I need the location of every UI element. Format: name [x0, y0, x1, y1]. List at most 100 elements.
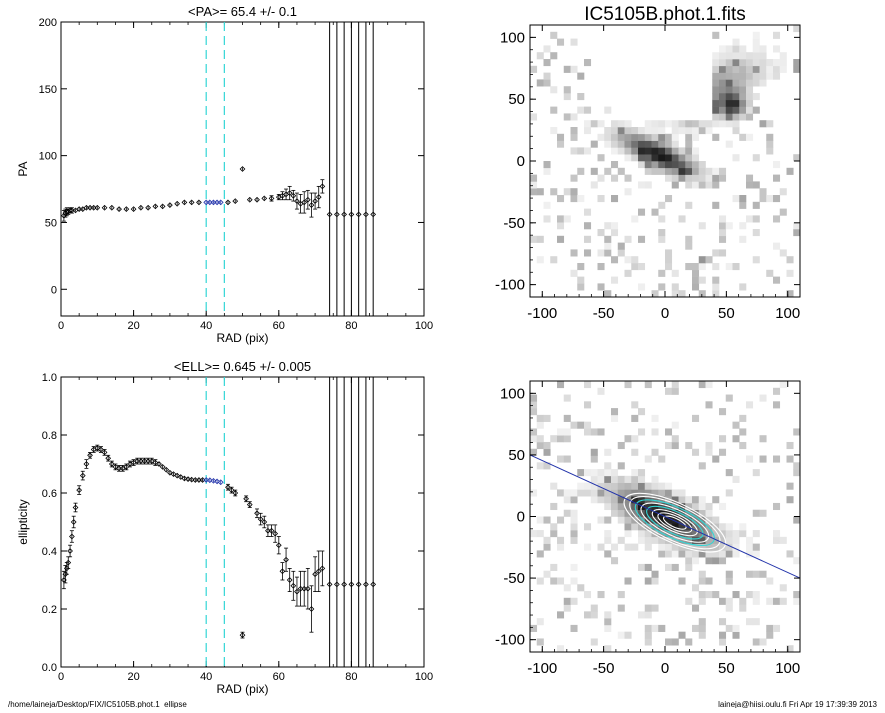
image-raw-pixel: [712, 201, 720, 209]
image-contours-pixel: [725, 489, 733, 497]
image-raw-pixel: [658, 215, 666, 223]
image-contours-pixel: [678, 523, 686, 531]
image-raw-pixel: [658, 201, 666, 209]
image-contours-pixel: [712, 591, 720, 599]
ell-point: [261, 519, 268, 525]
image-raw-pixel: [719, 229, 727, 237]
pa-xtick-label: 20: [127, 320, 139, 332]
image-raw-pixel: [752, 181, 760, 189]
image-contours-pixel: [705, 523, 713, 531]
image-contours-pixel: [597, 591, 605, 599]
image-contours-pixel: [638, 536, 646, 544]
image-raw-pixel: [725, 65, 733, 73]
image-contours-pixel: [692, 557, 700, 565]
image-raw-pixel: [739, 72, 747, 80]
image-raw-pixel: [766, 140, 774, 148]
image-contours-pixel: [671, 421, 679, 429]
image-raw-xtick-label: -100: [527, 305, 557, 322]
image-contours-pixel: [719, 618, 727, 626]
image-raw-pixel: [671, 127, 679, 135]
image-contours-pixel: [752, 591, 760, 599]
image-contours-pixel: [746, 401, 754, 409]
image-raw-pixel: [678, 167, 686, 175]
image-raw-pixel: [739, 201, 747, 209]
image-contours-pixel: [752, 530, 760, 538]
ell-point: [156, 461, 162, 467]
pa-point: [326, 211, 333, 218]
image-contours-pixel: [671, 550, 679, 558]
image-raw-pixel: [638, 140, 646, 148]
ell-point: [185, 476, 191, 482]
image-contours-pixel: [644, 530, 652, 538]
image-raw-pixel: [658, 140, 666, 148]
pa-ylabel: PA: [16, 161, 30, 176]
image-raw-pixel: [631, 133, 639, 141]
image-raw-pixel: [570, 133, 578, 141]
image-raw-pixel: [752, 52, 760, 60]
image-raw-pixel: [719, 120, 727, 128]
image-raw-pixel: [658, 154, 666, 162]
image-raw-pixel: [624, 120, 632, 128]
image-raw-pixel: [530, 174, 538, 182]
image-raw-pixel: [766, 72, 774, 80]
image-contours-pixel: [658, 455, 666, 463]
ell-point: [225, 484, 231, 491]
image-contours-pixel: [725, 469, 733, 477]
image-contours-pixel: [665, 428, 673, 436]
pa-point: [94, 204, 101, 211]
image-contours-pixel: [773, 387, 781, 395]
image-contours-pixel: [712, 557, 720, 565]
image-raw-pixel: [597, 283, 605, 291]
image-raw-pixel: [658, 147, 666, 155]
image-contours-pixel: [577, 584, 585, 592]
image-raw-pixel: [712, 290, 720, 298]
image-contours-pixel: [732, 421, 740, 429]
image-raw-pixel: [550, 52, 558, 60]
image-raw-pixel: [638, 147, 646, 155]
image-raw-pixel: [631, 256, 639, 264]
image-raw-pixel: [712, 120, 720, 128]
image-raw-pixel: [752, 31, 760, 39]
image-raw-pixel: [604, 222, 612, 230]
image-raw-pixel: [624, 174, 632, 182]
image-contours-pixel: [746, 618, 754, 626]
image-contours-pixel: [665, 550, 673, 558]
image-raw-pixel: [597, 133, 605, 141]
image-raw-pixel: [543, 59, 551, 67]
ell-plot: <ELL>= 0.645 +/- 0.005 0 20 40 60 80 100 0.0 0.2…: [16, 359, 433, 696]
image-raw-pixel: [611, 229, 619, 237]
image-raw-pixel: [570, 174, 578, 182]
image-contours-pixel: [638, 428, 646, 436]
image-raw-pixel: [543, 45, 551, 53]
image-contours-pixel: [705, 441, 713, 450]
image-raw-pixel: [712, 86, 720, 94]
image-raw-pixel: [597, 195, 605, 203]
pa-point: [152, 203, 159, 210]
image-raw-pixel: [705, 174, 713, 182]
image-raw-pixel: [698, 256, 706, 264]
image-raw-pixel: [766, 120, 774, 128]
image-contours-pixel: [631, 543, 639, 551]
image-contours-pixel: [692, 448, 700, 456]
image-contours-pixel: [739, 530, 747, 538]
image-contours-pixel: [671, 536, 679, 544]
image-raw-pixel: [739, 93, 747, 101]
ell-point: [334, 581, 340, 588]
image-raw-pixel: [577, 106, 585, 114]
image-raw-xtick-label: 0: [661, 305, 669, 322]
image-contours-pixel: [638, 408, 646, 416]
image-raw-pixel: [624, 235, 632, 243]
image-contours-pixel: [719, 502, 727, 511]
ell-point: [246, 501, 253, 508]
ell-point: [308, 606, 315, 612]
image-contours-pixel: [590, 604, 598, 612]
image-contours-pixel: [624, 489, 632, 497]
ell-point: [290, 582, 297, 589]
ell-point: [174, 472, 181, 479]
pa-point: [334, 211, 340, 218]
image-raw-pixel: [752, 229, 760, 237]
image-contours-pixel: [779, 536, 787, 544]
image-raw-pixel: [557, 215, 565, 223]
image-contours-pixel: [543, 543, 551, 551]
image-raw-ytick-label: -50: [503, 215, 525, 232]
